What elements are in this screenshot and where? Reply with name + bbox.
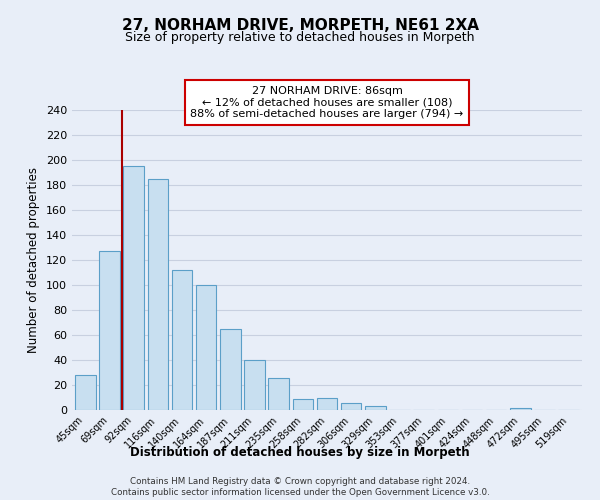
Text: Contains public sector information licensed under the Open Government Licence v3: Contains public sector information licen… (110, 488, 490, 497)
Bar (172, 270, 192, 410)
Text: Contains HM Land Registry data © Crown copyright and database right 2024.: Contains HM Land Registry data © Crown c… (130, 476, 470, 486)
Bar (75, 375, 95, 410)
Y-axis label: Number of detached properties: Number of detached properties (28, 167, 40, 353)
Bar (220, 329, 241, 410)
Bar (293, 399, 313, 410)
Bar (148, 179, 168, 410)
Bar (268, 378, 289, 410)
Text: 27 NORHAM DRIVE: 86sqm
← 12% of detached houses are smaller (108)
88% of semi-de: 27 NORHAM DRIVE: 86sqm ← 12% of detached… (190, 86, 464, 119)
Bar (196, 285, 217, 410)
Bar (124, 166, 144, 410)
Bar (341, 402, 361, 410)
Bar (99, 251, 120, 410)
Bar (365, 406, 386, 410)
Bar (317, 398, 337, 410)
Text: Size of property relative to detached houses in Morpeth: Size of property relative to detached ho… (125, 31, 475, 44)
Bar (244, 360, 265, 410)
Text: Distribution of detached houses by size in Morpeth: Distribution of detached houses by size … (130, 446, 470, 459)
Bar (510, 408, 530, 410)
Text: 27, NORHAM DRIVE, MORPETH, NE61 2XA: 27, NORHAM DRIVE, MORPETH, NE61 2XA (121, 18, 479, 32)
